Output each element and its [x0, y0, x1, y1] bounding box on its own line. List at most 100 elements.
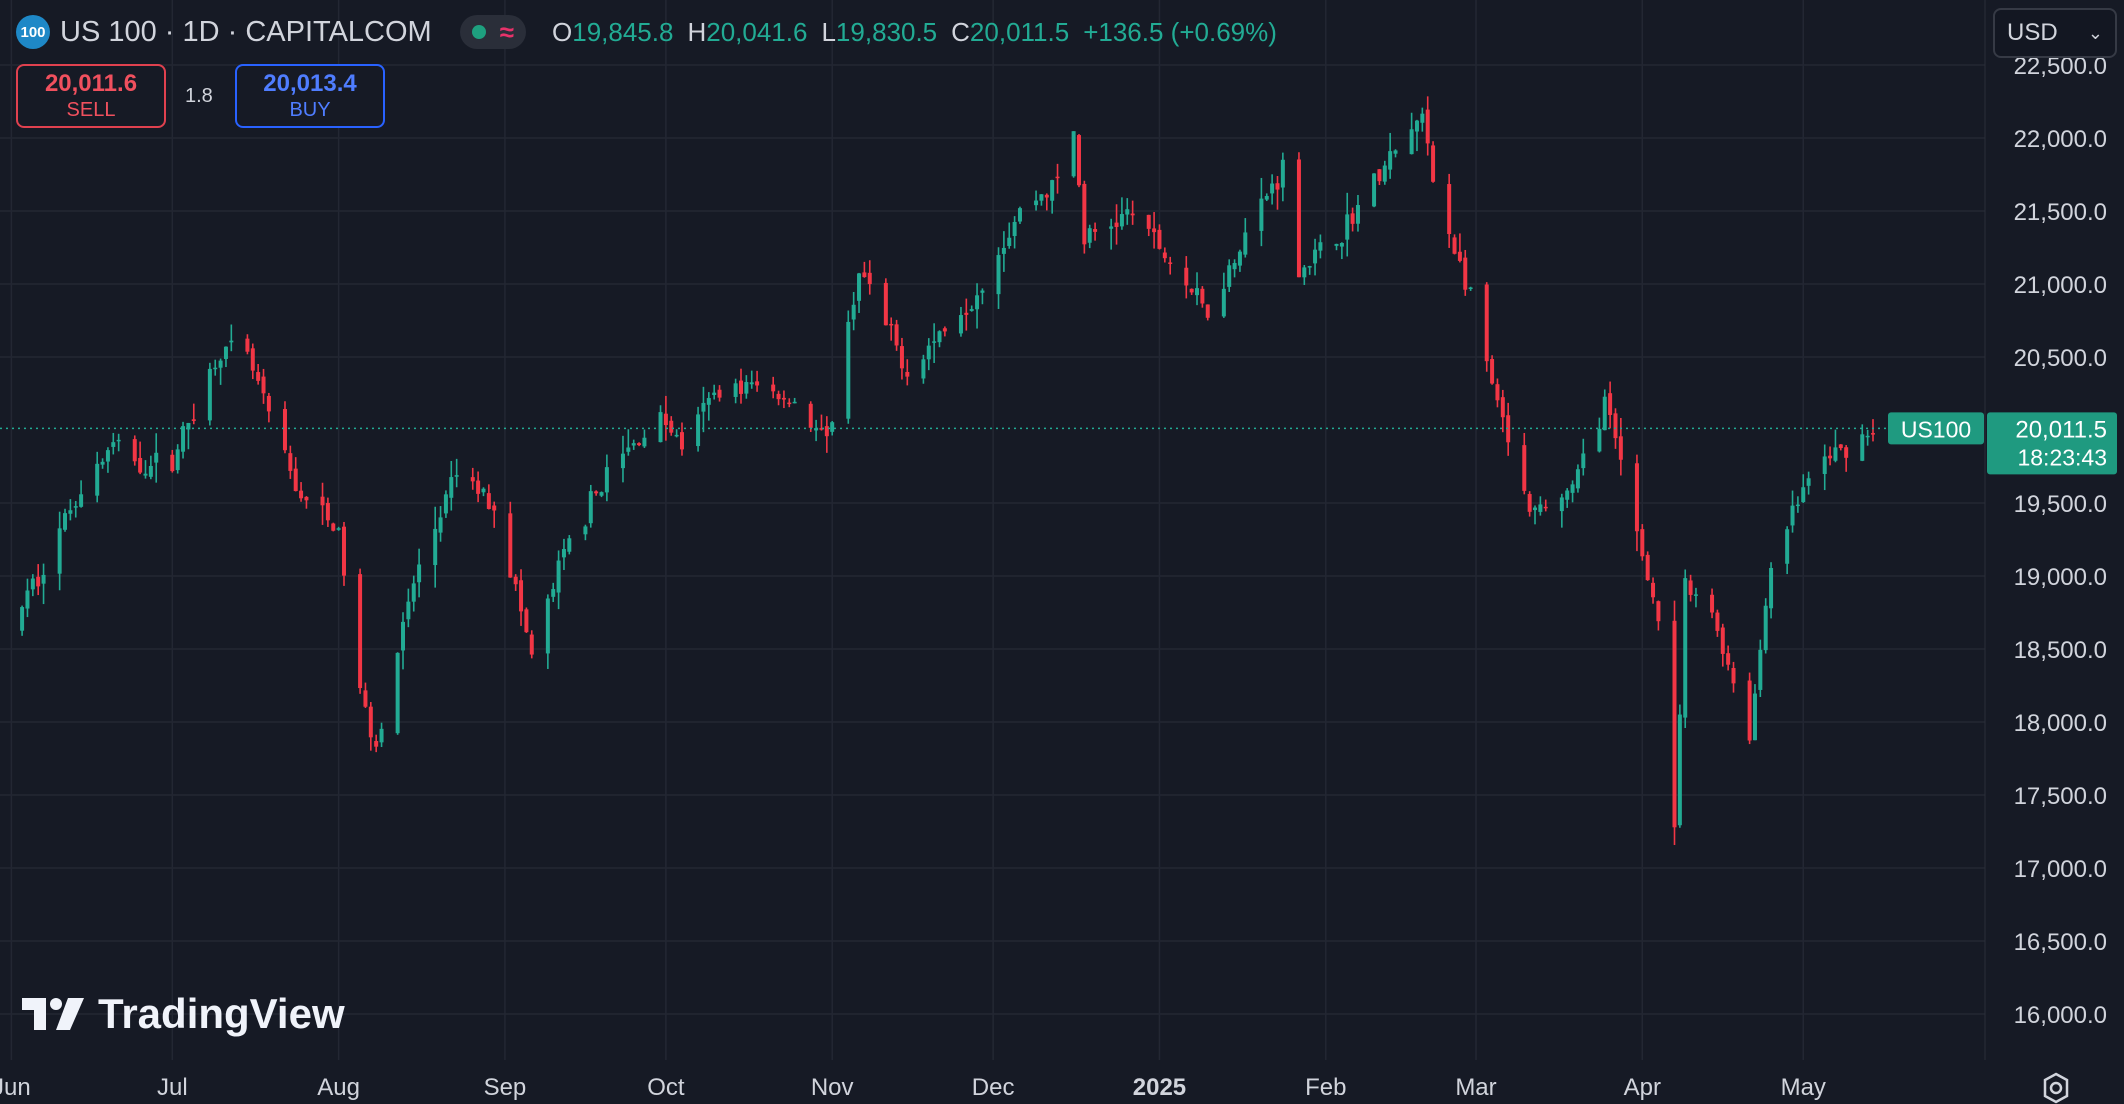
candle — [325, 497, 330, 527]
market-status[interactable]: ≈ — [459, 15, 526, 49]
candle — [1237, 249, 1242, 272]
last-price-label[interactable] — [1987, 412, 2117, 475]
logo-text: TradingView — [98, 990, 345, 1037]
candle — [1130, 200, 1135, 225]
candle — [320, 482, 325, 525]
candle — [368, 702, 373, 751]
candle — [1232, 259, 1237, 278]
buy-button[interactable]: 20,013.4 BUY — [235, 64, 385, 128]
candle — [486, 484, 491, 510]
candle — [889, 317, 894, 341]
candle — [867, 260, 872, 295]
candle — [266, 392, 271, 423]
candle — [1833, 429, 1838, 463]
candle — [942, 326, 947, 337]
candle — [1500, 389, 1505, 433]
candle — [1785, 526, 1790, 575]
candle — [170, 449, 175, 473]
candle — [68, 499, 73, 521]
candle — [336, 526, 341, 531]
candle — [1634, 454, 1639, 552]
candle — [1763, 598, 1768, 654]
time-tick-label: Dec — [972, 1074, 1015, 1101]
candle — [143, 460, 148, 479]
candle — [1431, 141, 1436, 183]
symbol-title[interactable]: US 100 · 1D · CAPITALCOM — [60, 15, 432, 48]
low-label: L — [821, 16, 836, 47]
candle — [556, 550, 561, 610]
symbol-logo-icon[interactable]: 100 — [16, 15, 50, 49]
candle — [1822, 444, 1827, 491]
candle — [1168, 256, 1173, 275]
candle — [1860, 424, 1865, 462]
candle — [926, 338, 931, 371]
candle — [771, 376, 776, 399]
candle — [1307, 265, 1312, 275]
low-value: 19,830.5 — [835, 16, 938, 47]
time-tick-label: Aug — [317, 1074, 360, 1101]
candle — [513, 574, 518, 591]
candle — [116, 433, 121, 452]
candle — [341, 521, 346, 586]
wave-icon: ≈ — [499, 16, 514, 47]
settings-icon[interactable] — [2040, 1072, 2072, 1104]
candle — [1146, 214, 1151, 237]
candle — [1296, 152, 1301, 278]
candle — [883, 278, 888, 326]
candle — [1189, 288, 1194, 295]
candle — [717, 385, 722, 402]
candle — [958, 306, 963, 337]
candle — [476, 471, 481, 503]
candle — [138, 441, 143, 475]
candle — [1012, 216, 1017, 249]
candle — [1495, 378, 1500, 408]
candle — [207, 362, 212, 426]
candle — [862, 261, 867, 278]
candle — [1162, 247, 1167, 263]
candle — [1693, 587, 1698, 608]
candle — [1731, 661, 1736, 693]
candle — [1313, 238, 1318, 276]
candle — [1034, 190, 1039, 211]
candle — [470, 467, 475, 490]
candle — [937, 330, 942, 348]
candle — [1452, 234, 1457, 255]
ohlc-values: O19,845.8 H20,041.6 L19,830.5 C20,011.5 … — [552, 17, 1277, 48]
candle — [1490, 355, 1495, 385]
candle — [41, 563, 46, 605]
candle — [545, 594, 550, 669]
candle — [1602, 389, 1607, 431]
currency-select[interactable]: USD ⌄ — [1993, 8, 2117, 58]
candle — [1050, 179, 1055, 214]
candle — [905, 359, 910, 386]
candle — [1382, 160, 1387, 185]
candle — [213, 359, 218, 376]
candle — [894, 319, 899, 351]
time-tick-label: Sep — [484, 1074, 527, 1101]
time-axis[interactable]: Jun Jul Aug Sep Oct Nov Dec 2025 Feb Mar Apr May — [0, 1074, 1826, 1101]
candle — [25, 578, 30, 618]
time-tick-label: Mar — [1455, 1074, 1496, 1101]
candle — [1710, 588, 1715, 619]
candle — [218, 358, 223, 385]
spread-value: 1.8 — [185, 85, 213, 107]
candle — [1334, 243, 1339, 251]
candle — [1157, 224, 1162, 250]
candle — [1683, 569, 1688, 728]
candle — [1087, 224, 1092, 249]
tradingview-logo[interactable]: TradingView — [22, 990, 345, 1038]
price-tick-label: 21,500.0 — [2014, 199, 2107, 226]
price-axis[interactable]: 16,000.0 16,500.0 17,000.0 17,500.0 18,000.0… — [1984, 0, 2107, 1060]
sell-button[interactable]: 20,011.6 SELL — [16, 64, 166, 128]
candle — [1420, 107, 1425, 132]
candle — [781, 390, 786, 409]
candle — [1243, 218, 1248, 258]
candle — [830, 420, 835, 436]
candle — [851, 292, 856, 331]
candle — [561, 538, 566, 571]
candle — [1844, 445, 1849, 472]
candle — [679, 422, 684, 456]
candle — [1339, 242, 1344, 260]
candle — [1409, 112, 1414, 155]
